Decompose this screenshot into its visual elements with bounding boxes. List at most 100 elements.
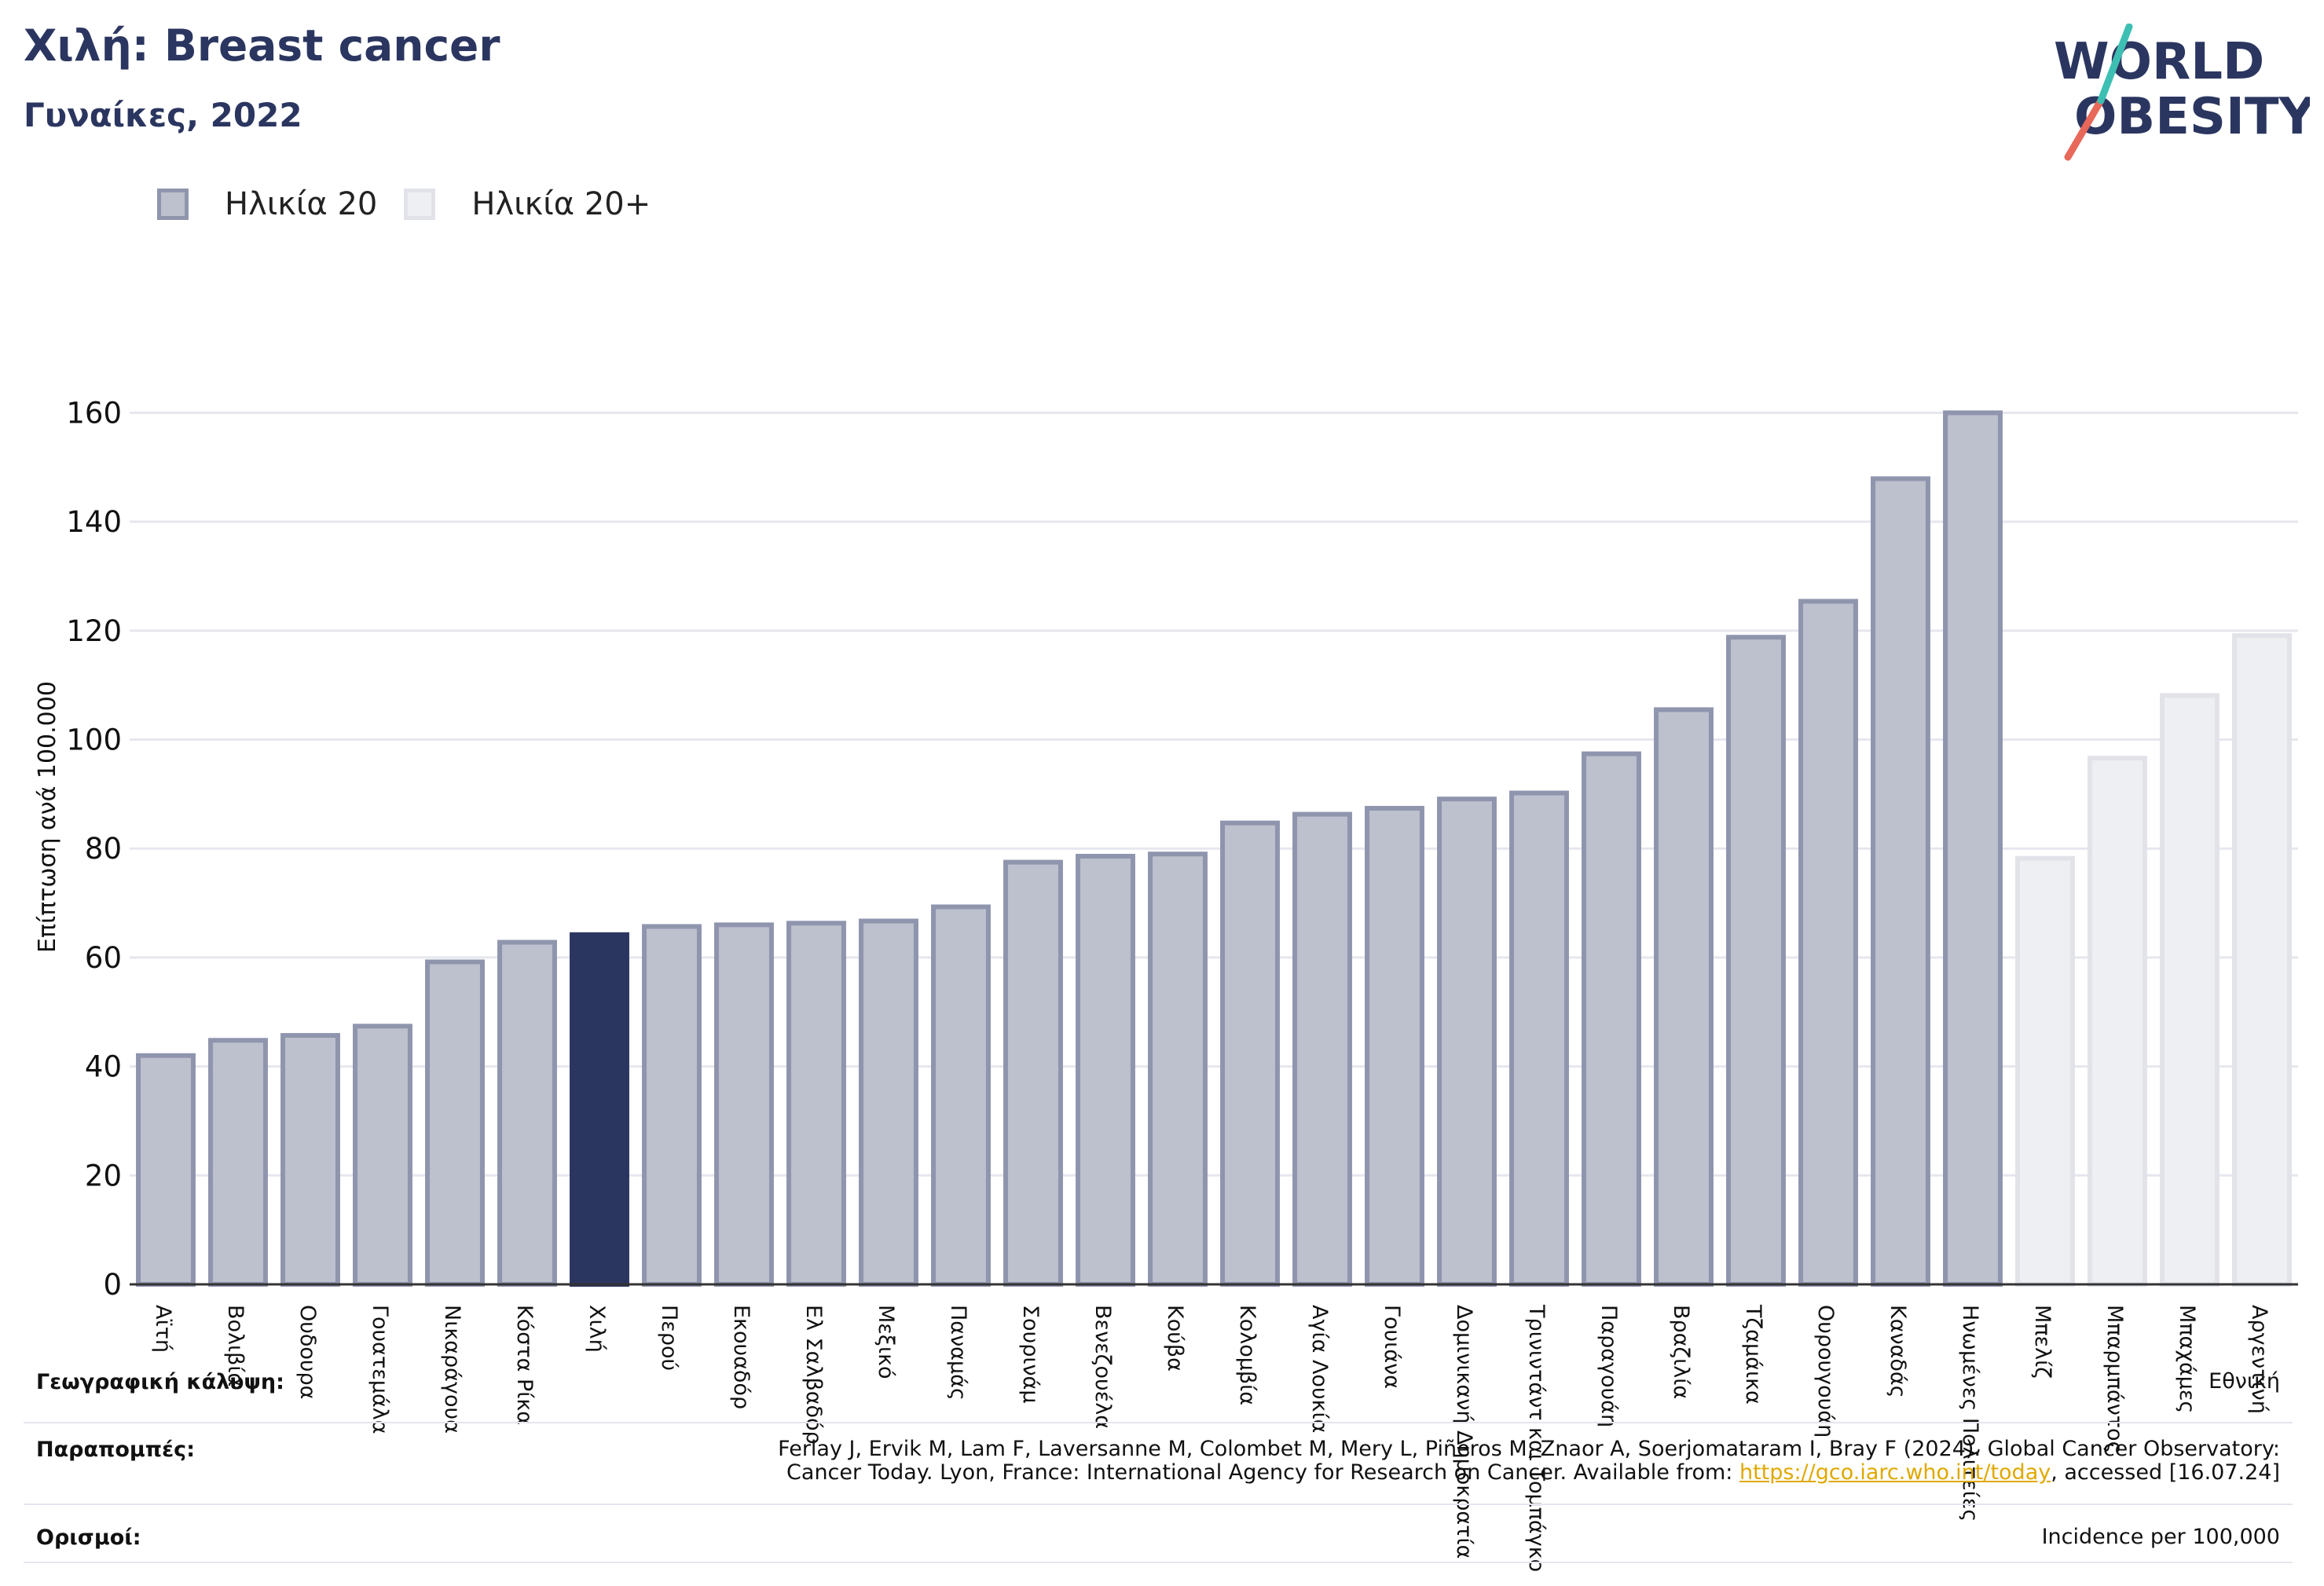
bar [786, 921, 846, 1287]
bar [2232, 633, 2292, 1287]
x-tick-label: Ηνωμένες Πολιτείες [1958, 1305, 1982, 1522]
x-tick-label: Βενεζουέλα [1091, 1305, 1115, 1429]
bar [136, 1053, 196, 1287]
refs-line-1: Ferlay J, Ervik M, Lam F, Laversanne M, … [778, 1437, 2280, 1461]
bar [642, 924, 702, 1287]
x-axis: Αϊτή Βολιβία Ουδουρα Γουατεμάλα Νικαράγουα Κό… [130, 1283, 2298, 1572]
legend-item-age-20[interactable]: Ηλικία 20 [157, 186, 377, 222]
legend-label-age-20-plus: Ηλικία 20+ [471, 186, 651, 222]
logo-line-1: WORLD [2054, 33, 2264, 91]
bar [353, 1024, 412, 1287]
geo-label: Γεωγραφική κάλυψη: [36, 1370, 284, 1394]
bar [1871, 476, 1930, 1287]
legend-item-age-20-plus[interactable]: Ηλικία 20+ [404, 186, 651, 222]
bar [1726, 635, 1786, 1287]
bar [714, 922, 774, 1287]
x-tick-label: Κολομβία [1235, 1305, 1259, 1405]
bar [208, 1038, 268, 1287]
defs-value: Incidence per 100,000 [2041, 1525, 2280, 1549]
x-tick-label: Παραγουάη [1596, 1305, 1621, 1427]
bar [1220, 820, 1280, 1287]
y-tick-label: 80 [85, 832, 122, 866]
legend-swatch-age-20 [157, 189, 189, 220]
bar [1148, 852, 1208, 1287]
logo-slash-teal [2097, 24, 2133, 104]
refs-link[interactable]: https://gco.iarc.who.int/today [1739, 1460, 2051, 1485]
bar [1582, 751, 1641, 1287]
y-tick-label: 100 [66, 723, 122, 757]
x-tick-label: Αγία Λουκία [1307, 1305, 1332, 1433]
bar [1509, 790, 1569, 1287]
y-axis: 0 20 40 60 80 100 120 140 160 [66, 396, 122, 1302]
bar [1437, 797, 1497, 1287]
x-tick-label: Αργεντινή [2247, 1305, 2271, 1414]
x-tick-label: Εκουαδόρ [729, 1305, 753, 1409]
y-axis-label: Επίπτωση ανά 100.000 [34, 681, 61, 953]
chart-subtitle: Γυναίκες, 2022 [24, 96, 302, 134]
x-tick-label: Δομινικανή Δημοκρατία [1452, 1305, 1476, 1559]
x-tick-label: Βραζιλία [1669, 1305, 1693, 1399]
bar [1292, 811, 1352, 1287]
x-tick-label: Καναδάς [1886, 1305, 1910, 1398]
x-tick-label: Σουρινάμ [1018, 1305, 1043, 1404]
y-tick-label: 0 [103, 1268, 122, 1302]
legend: Ηλικία 20 Ηλικία 20+ [157, 181, 677, 228]
bar [1003, 859, 1063, 1287]
x-tick-label: Μεξικό [874, 1305, 898, 1379]
bar [1798, 599, 1858, 1287]
bar-highlight [570, 932, 629, 1287]
footer-row-refs: Παραπομπές: Ferlay J, Ervik M, Lam F, La… [24, 1423, 2293, 1505]
bar [425, 959, 485, 1287]
legend-swatch-age-20-plus [404, 189, 436, 220]
logo-line-2: OBESITY [2074, 88, 2310, 146]
x-tick-label: Παναμάς [946, 1305, 970, 1401]
logo-slash-red [2064, 97, 2105, 161]
x-tick-label: Νικαράγουα [440, 1305, 464, 1434]
x-tick-label: Γουιάνα [1380, 1305, 1404, 1389]
geo-value: Εθνική [2209, 1369, 2280, 1394]
y-tick-label: 120 [66, 614, 122, 648]
y-tick-label: 40 [85, 1050, 122, 1084]
refs-line-2: Cancer Today. Lyon, France: Internationa… [778, 1461, 2280, 1485]
x-tick-label: Ουδουρα [295, 1305, 320, 1399]
x-tick-label: Μπαρμπάντος [2102, 1305, 2127, 1453]
bar [859, 918, 918, 1287]
bar [280, 1033, 340, 1287]
x-tick-label: Περού [657, 1305, 681, 1371]
bar [1943, 410, 2003, 1287]
bar [1365, 805, 1424, 1287]
world-obesity-logo: WORLD OBESITY [2054, 24, 2310, 161]
x-tick-label: Κόστα Ρίκα [512, 1305, 537, 1425]
x-tick-label: Ελ Σαλβαδόρ [801, 1305, 826, 1445]
refs-line-2-pre: Cancer Today. Lyon, France: Internationa… [786, 1460, 1739, 1485]
bar [2015, 855, 2075, 1287]
refs-label: Παραπομπές: [36, 1438, 195, 1462]
bar [931, 904, 991, 1287]
y-tick-label: 160 [66, 396, 122, 430]
bar [497, 940, 557, 1287]
y-tick-label: 140 [66, 505, 122, 539]
bar [1654, 707, 1714, 1287]
bar [1076, 853, 1135, 1287]
x-tick-label: Κούβα [1163, 1305, 1187, 1372]
bars [136, 410, 2292, 1287]
x-tick-label: Τζαμάικα [1741, 1304, 1765, 1405]
footer-row-geo: Γεωγραφική κάλυψη: Εθνική [24, 1353, 2293, 1423]
chart-title: Χιλή: Breast cancer [24, 20, 500, 71]
x-tick-label: Βολιβία [223, 1305, 247, 1386]
x-tick-label: Γουατεμάλα [368, 1305, 392, 1434]
bar [2160, 693, 2220, 1287]
x-tick-label: Μπαχάμες [2175, 1305, 2199, 1413]
y-tick-label: 20 [85, 1159, 122, 1192]
x-tick-label: Χιλή [585, 1305, 609, 1353]
refs-line-2-post: , accessed [16.07.24] [2051, 1460, 2280, 1485]
legend-label-age-20: Ηλικία 20 [225, 186, 378, 222]
x-tick-label: Αϊτή [151, 1305, 175, 1353]
defs-label: Ορισμοί: [36, 1526, 141, 1550]
y-tick-label: 60 [85, 941, 122, 975]
refs-value: Ferlay J, Ervik M, Lam F, Laversanne M, … [778, 1438, 2293, 1504]
x-tick-label: Ουρουγουάη [1813, 1305, 1838, 1438]
x-tick-label: Μπελίζ [2030, 1305, 2055, 1379]
bar [2088, 756, 2147, 1287]
